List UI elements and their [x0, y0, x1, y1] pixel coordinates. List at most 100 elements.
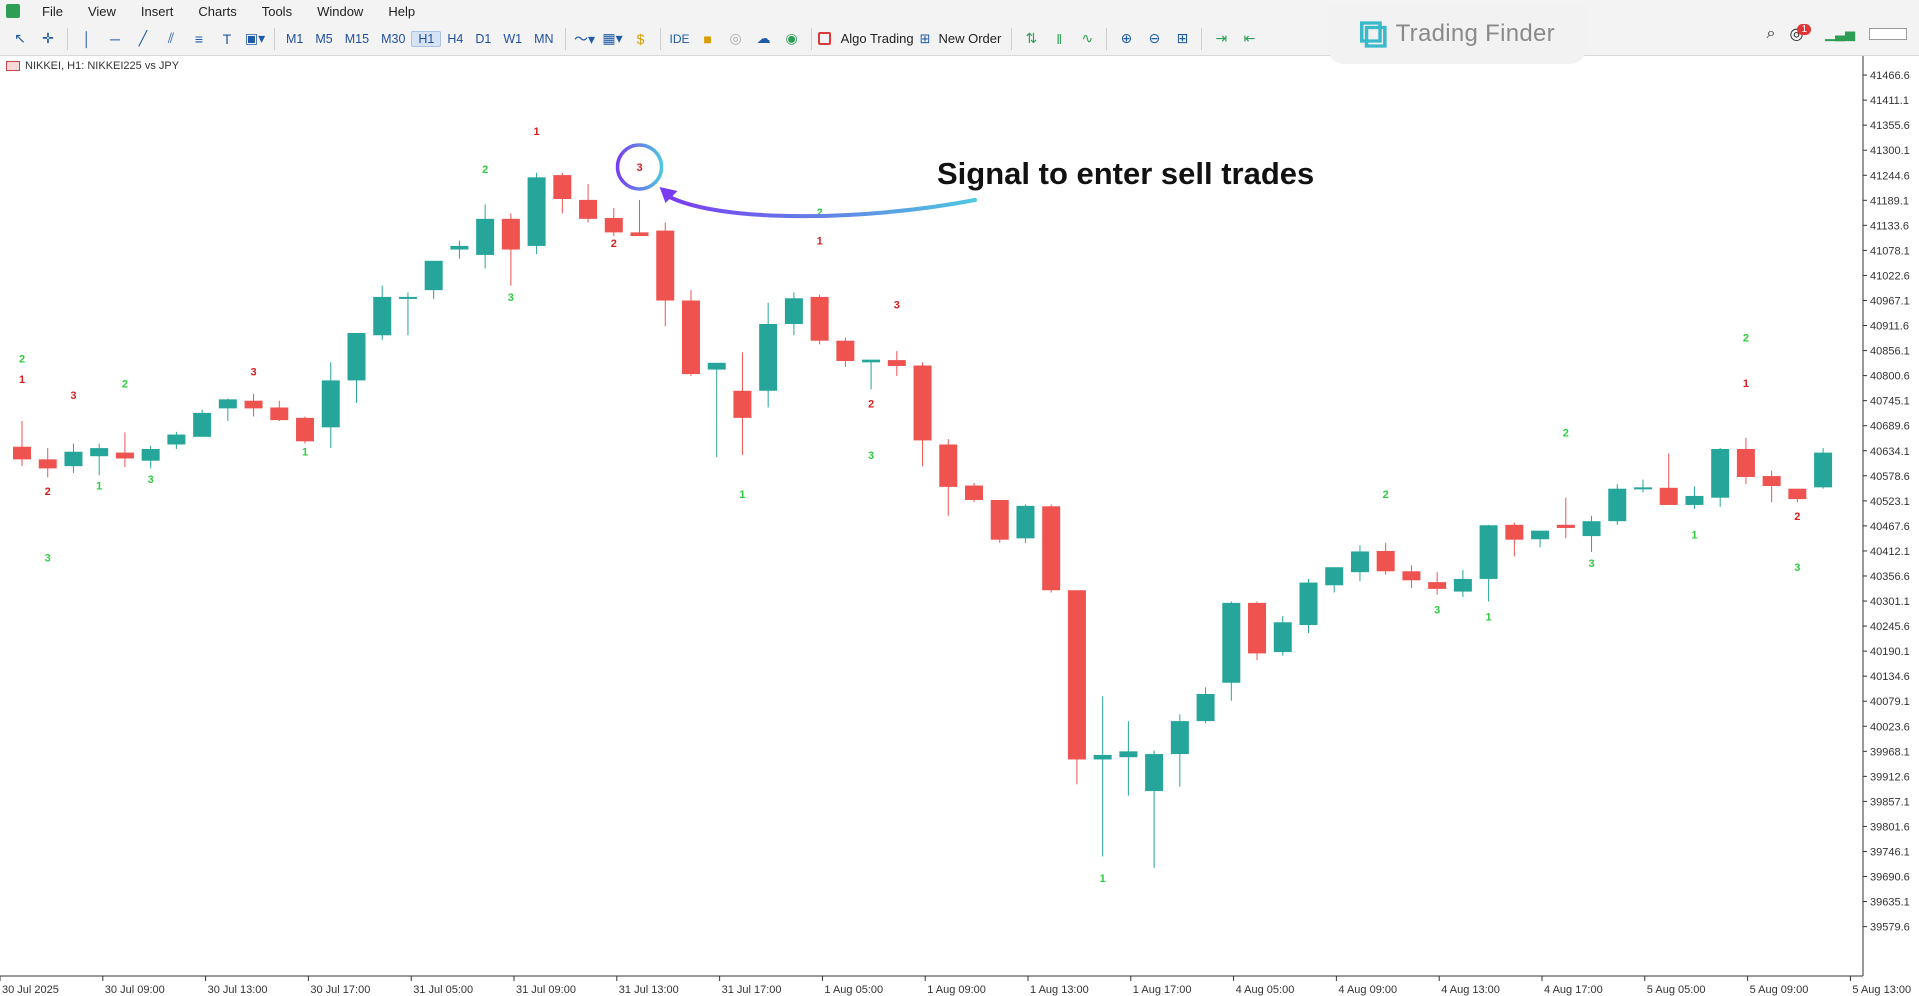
price-tick-label: 41300.1	[1870, 145, 1910, 157]
toolbar-separator	[564, 27, 566, 50]
trading-finder-logo: ⧉ Trading Finder	[1328, 4, 1586, 64]
time-tick-label: 30 Jul 17:00	[310, 984, 370, 996]
cloud-icon[interactable]: ☁	[756, 30, 771, 46]
ide-button[interactable]: IDE	[667, 25, 693, 53]
price-tick-label: 40634.1	[1870, 446, 1910, 458]
candle-body	[965, 485, 984, 500]
candle-body	[579, 199, 598, 219]
price-tick-label: 40079.1	[1870, 696, 1910, 708]
zoom-in-icon[interactable]: ⊕	[1120, 30, 1133, 46]
menu-view[interactable]: View	[87, 3, 116, 19]
price-chart[interactable]: 41466.6 41411.1 41355.6 41300.1 41244.6 41189…	[0, 56, 1919, 996]
cursor-icon[interactable]: ↖	[14, 30, 26, 46]
dollar-icon[interactable]: $	[636, 30, 645, 47]
price-tick-label: 40467.6	[1870, 521, 1910, 533]
candle-body	[759, 323, 778, 391]
candle-body	[862, 359, 881, 363]
price-tick-label: 41244.6	[1870, 170, 1910, 182]
trading-finder-mark-icon: ⧉	[1359, 12, 1388, 56]
time-tick-label: 31 Jul 17:00	[722, 984, 782, 996]
timeframe-h1[interactable]: H1	[411, 30, 442, 47]
trendline-icon[interactable]: ╱	[138, 30, 148, 46]
new-order-icon: ⊞	[919, 30, 931, 46]
signal-label: 1	[19, 374, 25, 386]
search-icon[interactable]: ⌕	[1766, 25, 1776, 42]
time-tick-label: 1 Aug 17:00	[1133, 984, 1192, 996]
candle-body	[38, 459, 57, 469]
timeframe-mn[interactable]: MN	[534, 31, 554, 46]
timeframe-d1[interactable]: D1	[475, 31, 492, 46]
timeframe-w1[interactable]: W1	[503, 31, 523, 46]
crosshair-icon[interactable]: ✛	[42, 30, 54, 46]
text-icon[interactable]: T	[222, 30, 232, 47]
candle-body	[656, 230, 675, 301]
price-tick-label: 40911.6	[1870, 321, 1909, 333]
signal-label: 3	[1588, 558, 1594, 570]
candle-body	[1119, 751, 1138, 758]
depth-icon[interactable]: ⇅	[1025, 30, 1038, 46]
market-bag-icon[interactable]: ■	[703, 30, 712, 47]
signal-label: 3	[45, 553, 51, 565]
price-tick-label: 40800.6	[1870, 371, 1910, 383]
signal-label: 1	[1486, 611, 1492, 623]
zoom-out-icon[interactable]: ⊖	[1148, 30, 1161, 46]
autoscroll-icon[interactable]: ⇥	[1215, 30, 1228, 46]
candle-body	[1016, 505, 1035, 539]
timeframe-m5[interactable]: M5	[315, 31, 333, 46]
bars-icon[interactable]: ‖	[1056, 30, 1063, 47]
toolbar-separator	[1011, 27, 1013, 50]
time-tick-label: 31 Jul 13:00	[619, 984, 679, 996]
grid-icon[interactable]: ⊞	[1176, 30, 1189, 46]
candle-body	[476, 218, 495, 255]
candle-body	[1093, 754, 1112, 760]
chart-symbol-label: NIKKEI, H1: NIKKEI225 vs JPY	[6, 60, 179, 72]
signal-label: 1	[96, 481, 102, 493]
candle-body	[1531, 530, 1550, 540]
timeframe-m1[interactable]: M1	[286, 31, 304, 46]
signal-label: 3	[1794, 562, 1800, 574]
candle-body	[1222, 602, 1241, 683]
candle-body	[347, 333, 366, 381]
shift-icon[interactable]: ⇤	[1243, 30, 1256, 46]
shapes-icon[interactable]: ▣▾	[244, 30, 266, 46]
candle-body	[244, 400, 263, 409]
candle-body	[1505, 524, 1524, 540]
time-tick-label: 5 Aug 05:00	[1647, 984, 1706, 996]
time-tick-label: 30 Jul 13:00	[208, 984, 268, 996]
candle-body	[167, 434, 186, 445]
new-order-button[interactable]: ⊞ New Order	[920, 25, 1006, 53]
signal-icon[interactable]: ◎	[729, 30, 742, 46]
time-tick-label: 4 Aug 13:00	[1441, 984, 1500, 996]
vps-icon[interactable]: ◉	[785, 30, 798, 46]
candle-body	[1376, 550, 1395, 572]
channel-icon[interactable]: ⫽	[167, 30, 175, 46]
candle-body	[1659, 487, 1678, 505]
notifications-icon[interactable]: ◎1	[1789, 24, 1811, 44]
menu-charts[interactable]: Charts	[198, 3, 237, 19]
horizontal-line-icon[interactable]: ─	[110, 30, 120, 47]
algo-trading-button[interactable]: Algo Trading	[817, 25, 918, 53]
timeframe-m30[interactable]: M30	[381, 31, 406, 46]
signal-label: 1	[1100, 873, 1106, 885]
toolbar-separator	[67, 27, 68, 50]
timeframe-m15[interactable]: M15	[344, 31, 370, 46]
candle-body	[1248, 602, 1267, 654]
menu-insert[interactable]: Insert	[140, 3, 174, 19]
indicators-icon[interactable]: ▦▾	[602, 30, 623, 46]
price-tick-label: 41189.1	[1870, 195, 1909, 207]
toolbar: ↖ ✛ │ ─ ╱ ⫽ ≡ T ▣▾ M1 M5 M15 M30 H1 H4 D…	[0, 22, 1919, 56]
price-tick-label: 41022.6	[1870, 270, 1910, 282]
menu-window[interactable]: Window	[317, 3, 364, 19]
toolbar-separator	[659, 27, 661, 50]
fibonacci-icon[interactable]: ≡	[194, 30, 204, 47]
time-tick-label: 1 Aug 13:00	[1030, 984, 1089, 996]
chart-area[interactable]: NIKKEI, H1: NIKKEI225 vs JPY Signal to e…	[0, 56, 1919, 996]
menu-help[interactable]: Help	[388, 3, 416, 19]
timeframe-h4[interactable]: H4	[447, 31, 464, 46]
chart-type-icon[interactable]: 〜▾	[574, 30, 596, 47]
menu-file[interactable]: File	[42, 3, 63, 19]
time-tick-label: 5 Aug 13:00	[1852, 984, 1911, 996]
vertical-line-icon[interactable]: │	[82, 30, 92, 47]
line-chart-icon[interactable]: ∿	[1081, 30, 1094, 46]
menu-tools[interactable]: Tools	[261, 3, 293, 19]
